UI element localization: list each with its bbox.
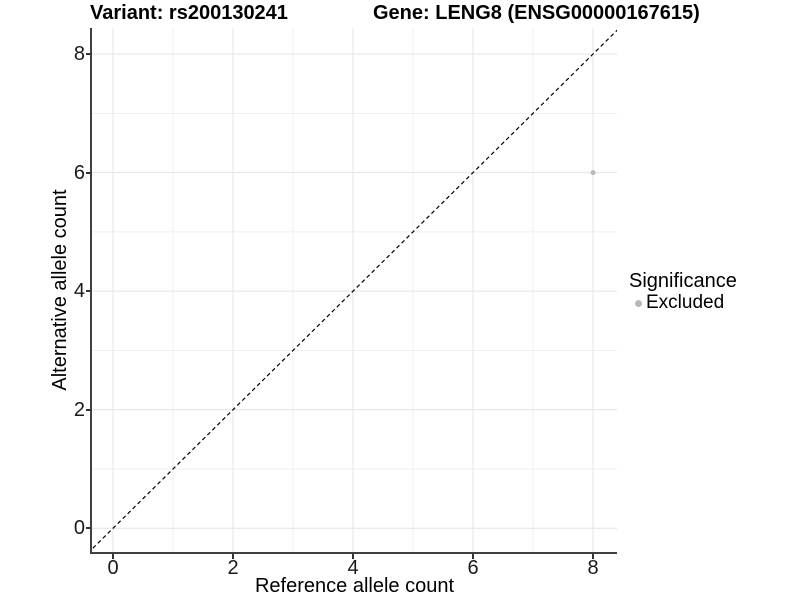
legend-entry-excluded: Excluded xyxy=(629,293,737,313)
legend: Significance Excluded xyxy=(629,270,737,313)
plot-panel xyxy=(92,28,617,552)
x-tick-mark xyxy=(112,554,114,559)
legend-point-icon xyxy=(635,299,642,307)
y-axis-title: Alternative allele count xyxy=(49,189,71,391)
identity-reference-line xyxy=(92,29,617,550)
x-tick-label: 0 xyxy=(107,557,119,579)
legend-title: Significance xyxy=(629,270,737,292)
y-tick-label: 4 xyxy=(73,280,85,303)
y-tick-label: 8 xyxy=(73,43,85,66)
x-tick-mark xyxy=(592,554,594,559)
y-axis-line xyxy=(90,28,92,554)
x-tick-mark xyxy=(352,554,354,559)
x-tick-label: 4 xyxy=(347,557,359,579)
data-point xyxy=(590,170,596,176)
y-tick-mark xyxy=(86,171,91,174)
legend-entry-label: Excluded xyxy=(646,292,725,313)
y-tick-label: 6 xyxy=(73,161,85,184)
x-tick-mark xyxy=(232,554,234,559)
x-tick-mark xyxy=(472,554,474,559)
y-tick-mark xyxy=(86,408,91,411)
x-tick-label: 2 xyxy=(227,557,239,579)
y-tick-label: 2 xyxy=(73,398,85,421)
y-tick-mark xyxy=(86,53,91,56)
y-tick-label: 0 xyxy=(73,517,85,540)
y-tick-mark xyxy=(86,290,91,293)
plot-title-variant: Variant: rs200130241 xyxy=(90,2,288,24)
x-tick-label: 6 xyxy=(467,557,479,579)
x-axis-line xyxy=(90,552,617,554)
x-axis-title: Reference allele count xyxy=(254,575,454,597)
plot-title-gene: Gene: LENG8 (ENSG00000167615) xyxy=(373,2,700,24)
plot-area-svg xyxy=(92,28,617,552)
y-tick-mark xyxy=(86,527,91,530)
x-tick-label: 8 xyxy=(587,557,599,579)
